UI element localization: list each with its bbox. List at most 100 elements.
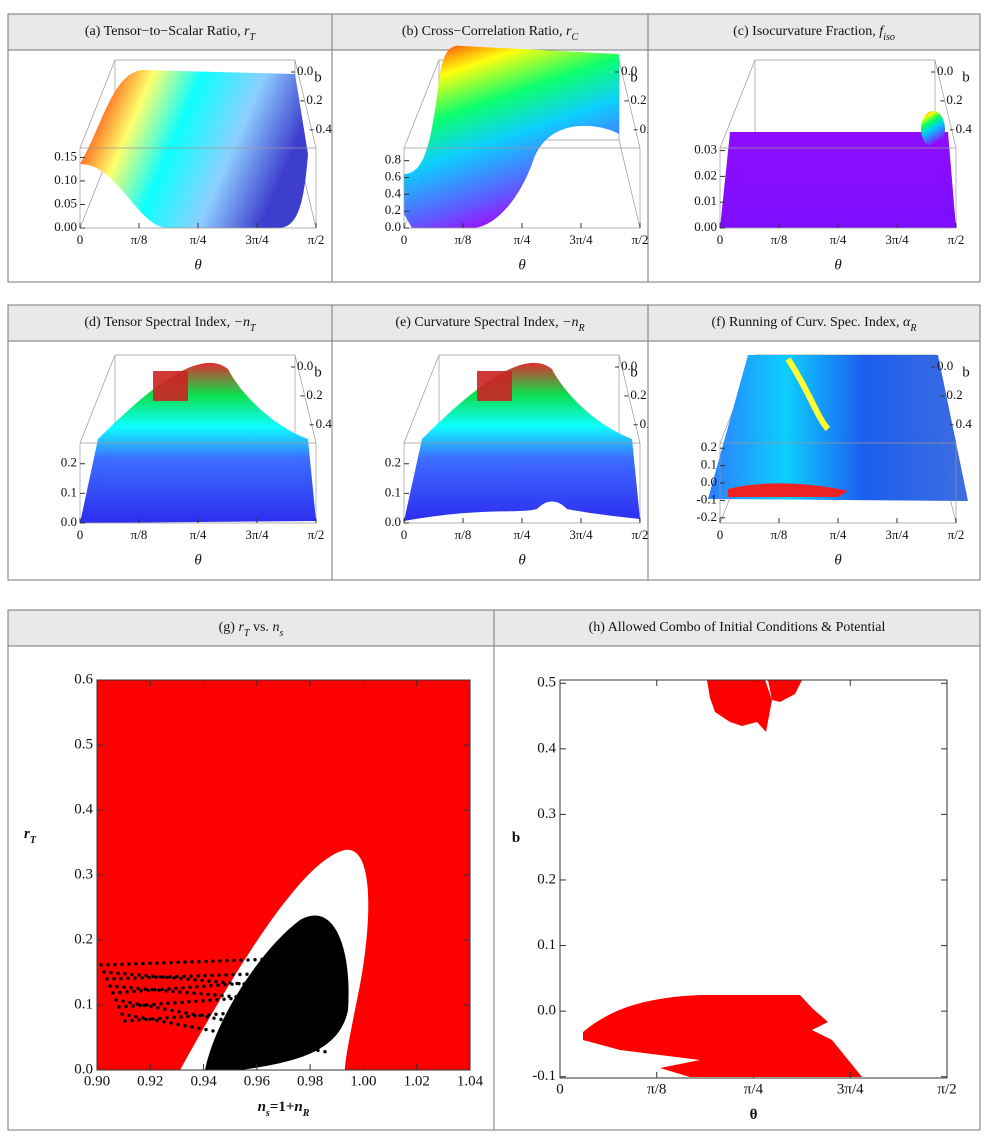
label-part: b	[512, 830, 520, 846]
scatter-dot	[275, 1028, 279, 1032]
label-part: (e) Curvature Spectral Index,	[395, 315, 562, 330]
scatter-dot	[176, 960, 180, 965]
scatter-dot	[268, 1026, 272, 1031]
scatter-dot	[120, 962, 124, 966]
scatter-dot	[134, 962, 138, 966]
scatter-dot	[240, 1021, 244, 1026]
scatter-dot	[251, 980, 255, 985]
scatter-dot	[145, 1003, 149, 1007]
scatter-dot	[218, 1030, 222, 1034]
x-tick-label: π/8	[455, 232, 472, 247]
scatter-dot	[301, 970, 305, 974]
scatter-dot	[288, 956, 292, 961]
scatter-dot	[121, 999, 125, 1003]
y-tick-label: 0.3	[537, 806, 556, 822]
b-tick-label: 0.4	[956, 416, 973, 431]
scatter-dot	[230, 982, 234, 986]
scatter-dot	[304, 1001, 308, 1005]
scatter-dot	[112, 977, 116, 981]
label-part: T	[244, 628, 251, 639]
scatter-dot	[323, 1050, 327, 1054]
scatter-dot	[317, 1036, 321, 1040]
x-tick-label: π/2	[308, 527, 325, 542]
scatter-dot	[206, 992, 210, 997]
label-part: iso	[883, 32, 895, 43]
y-tick-label: 0.10	[54, 172, 77, 187]
box-edge	[79, 59, 116, 149]
scatter-dot	[116, 971, 120, 975]
scatter-dot	[179, 1015, 183, 1019]
rich-label: ns=1+nR	[258, 1099, 310, 1118]
b-tick-label: 0.2	[630, 92, 646, 107]
scatter-dot	[143, 987, 147, 991]
label-part: R	[578, 323, 585, 334]
scatter-dot	[178, 990, 182, 994]
scatter-dot	[166, 1001, 170, 1006]
scatter-dot	[115, 984, 119, 989]
y-tick-label: -0.1	[532, 1068, 556, 1084]
x-tick-label: 3π/4	[569, 527, 593, 542]
label-part: r	[566, 24, 572, 39]
rich-label: (c) Isocurvature Fraction, fiso	[733, 24, 895, 43]
rich-label: (f) Running of Curv. Spec. Index, αR	[711, 315, 916, 334]
y-tick-label: 0.1	[701, 457, 717, 472]
y-tick-label: 0.01	[694, 193, 717, 208]
scatter-dot	[207, 979, 211, 983]
scatter-dot	[267, 957, 271, 961]
scatter-dot	[245, 972, 249, 976]
scatter-dot	[211, 959, 215, 963]
scatter-dot	[204, 1027, 208, 1032]
scatter-dot	[202, 984, 206, 988]
scatter-dot	[281, 957, 285, 961]
scatter-dot	[190, 1025, 194, 1029]
panel-header	[647, 304, 981, 342]
b-tick-label: 0.2	[946, 387, 962, 402]
x-axis-label: θ	[834, 552, 842, 568]
scatter-dot	[263, 984, 267, 988]
scatter-dot	[194, 999, 198, 1003]
x-tick-label: π/8	[131, 527, 148, 542]
scatter-dot	[134, 1014, 138, 1019]
label-part: (g)	[219, 620, 239, 635]
label-part: R	[909, 323, 916, 334]
label-part: (d) Tensor Spectral Index,	[84, 315, 233, 330]
surface	[404, 45, 619, 228]
b-tick-label: 0.2	[946, 92, 962, 107]
scatter-dot	[271, 993, 275, 998]
scatter-dot	[267, 1039, 271, 1044]
y-tick-label: 0.0	[74, 1061, 93, 1077]
scatter-dot	[125, 990, 129, 994]
y-tick-label: 0.02	[694, 167, 717, 182]
scatter-dot	[266, 971, 270, 976]
x-axis-label: θ	[194, 552, 202, 568]
panel-header	[493, 609, 981, 647]
scatter-dot	[172, 1015, 176, 1020]
scatter-dot	[285, 992, 289, 997]
scatter-dot	[243, 995, 247, 1000]
scatter-dot	[235, 1010, 239, 1015]
scatter-dot	[133, 976, 137, 980]
b-tick-label: 0.0	[621, 63, 637, 78]
panel-header	[331, 304, 649, 342]
scatter-dot	[182, 974, 186, 979]
scatter-dot	[277, 985, 281, 989]
b-tick-label: 0.0	[937, 358, 953, 373]
scatter-dot	[249, 1009, 253, 1014]
scatter-dot	[225, 1031, 229, 1036]
scatter-dot	[162, 961, 166, 965]
scatter-dot	[201, 999, 205, 1003]
y-tick-label: 0.2	[701, 439, 717, 454]
scatter-dot	[169, 960, 173, 965]
scatter-dot	[146, 988, 150, 993]
scatter-dot	[132, 989, 136, 994]
scatter-dot	[149, 1004, 153, 1009]
scatter-dot	[155, 961, 159, 965]
scatter-dot	[160, 987, 164, 992]
scatter-dot	[167, 987, 171, 991]
scatter-dot	[129, 986, 133, 990]
x-tick-label: π/4	[744, 1081, 764, 1097]
scatter-dot	[185, 990, 189, 995]
scatter-dot	[269, 998, 273, 1002]
scatter-dot	[283, 999, 287, 1003]
scatter-dot	[153, 988, 157, 992]
